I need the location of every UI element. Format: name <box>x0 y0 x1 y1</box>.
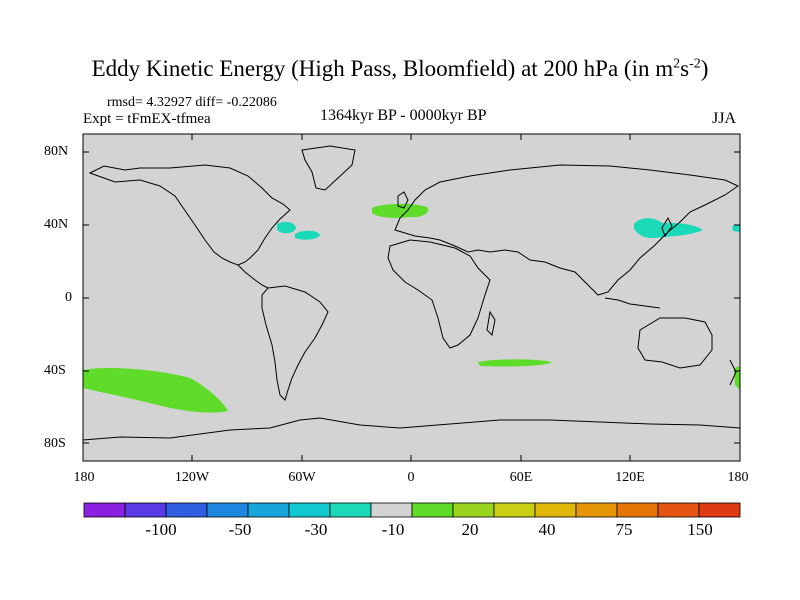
stats-label: rmsd= 4.32927 diff= -0.22086 <box>107 95 277 110</box>
anomaly-nw-atlantic-1 <box>277 221 296 234</box>
x-tick-label: 180 <box>73 470 95 485</box>
y-tick-label: 0 <box>65 290 72 305</box>
coast-madagascar <box>486 310 496 337</box>
anomaly-nw-atlantic-2 <box>295 230 320 240</box>
anomaly-central-pacific <box>732 224 740 232</box>
colorbar-box <box>124 502 167 518</box>
period-label: 1364kyr BP - 0000kyr BP <box>320 107 487 124</box>
x-tick-label: 60W <box>288 470 316 485</box>
colorbar-box <box>616 502 659 518</box>
season-label: JJA <box>712 110 737 127</box>
colorbar-box <box>657 502 700 518</box>
coast-antarctica <box>82 417 741 441</box>
y-tick-label: 40N <box>44 217 69 232</box>
coast-indonesia <box>604 297 661 309</box>
colorbar-box <box>575 502 618 518</box>
y-tick-label: 40S <box>44 363 66 378</box>
colorbar-box <box>83 502 126 518</box>
experiment-label: Expt = tFmEX-tfmea <box>83 111 211 127</box>
colorbar-box <box>165 502 208 518</box>
colorbar-label: -10 <box>381 520 405 539</box>
colorbar-label: 40 <box>538 520 556 539</box>
x-tick-label: 120E <box>615 470 645 485</box>
coastlines <box>82 145 741 441</box>
anomaly-fill <box>83 203 740 413</box>
coast-greenland <box>301 145 356 191</box>
colorbar-box <box>247 502 290 518</box>
colorbar-box <box>329 502 372 518</box>
coast-south-america <box>261 285 329 401</box>
colorbar-box <box>698 502 741 518</box>
anomaly-indian-ocean <box>478 359 552 367</box>
colorbar <box>83 502 741 518</box>
colorbar-label: -30 <box>304 520 328 539</box>
coast-australia <box>637 317 713 369</box>
colorbar-box <box>452 502 495 518</box>
colorbar-label: 150 <box>687 520 713 539</box>
y-tick-label: 80N <box>44 144 69 159</box>
coast-eurasia <box>394 164 740 296</box>
colorbar-box <box>534 502 577 518</box>
coast-north-america <box>88 164 291 266</box>
plot-title: Eddy Kinetic Energy (High Pass, Bloomfie… <box>91 56 709 81</box>
coast-japan <box>661 216 673 238</box>
x-tick-label: 0 <box>407 470 415 485</box>
coast-africa <box>387 239 491 349</box>
colorbar-label: -50 <box>228 520 252 539</box>
y-tick-label: 80S <box>44 436 66 451</box>
colorbar-box <box>288 502 331 518</box>
coast-new-zealand <box>729 359 737 386</box>
axis-ticks <box>83 134 740 461</box>
colorbar-label: 20 <box>461 520 479 539</box>
colorbar-box <box>493 502 536 518</box>
colorbar-label: 75 <box>615 520 633 539</box>
colorbar-box <box>206 502 249 518</box>
anomaly-europe <box>372 203 429 218</box>
coast-uk <box>397 191 409 209</box>
x-tick-label: 120W <box>174 470 210 485</box>
coast-central-america <box>237 264 269 289</box>
anomaly-nw-pacific <box>634 218 703 239</box>
map-background <box>83 134 740 461</box>
colorbar-box <box>411 502 454 518</box>
x-tick-label: 180 <box>727 470 749 485</box>
anomaly-south-pacific <box>83 367 228 413</box>
colorbar-box <box>370 502 413 518</box>
colorbar-label: -100 <box>145 520 177 539</box>
x-tick-label: 60E <box>509 470 533 485</box>
